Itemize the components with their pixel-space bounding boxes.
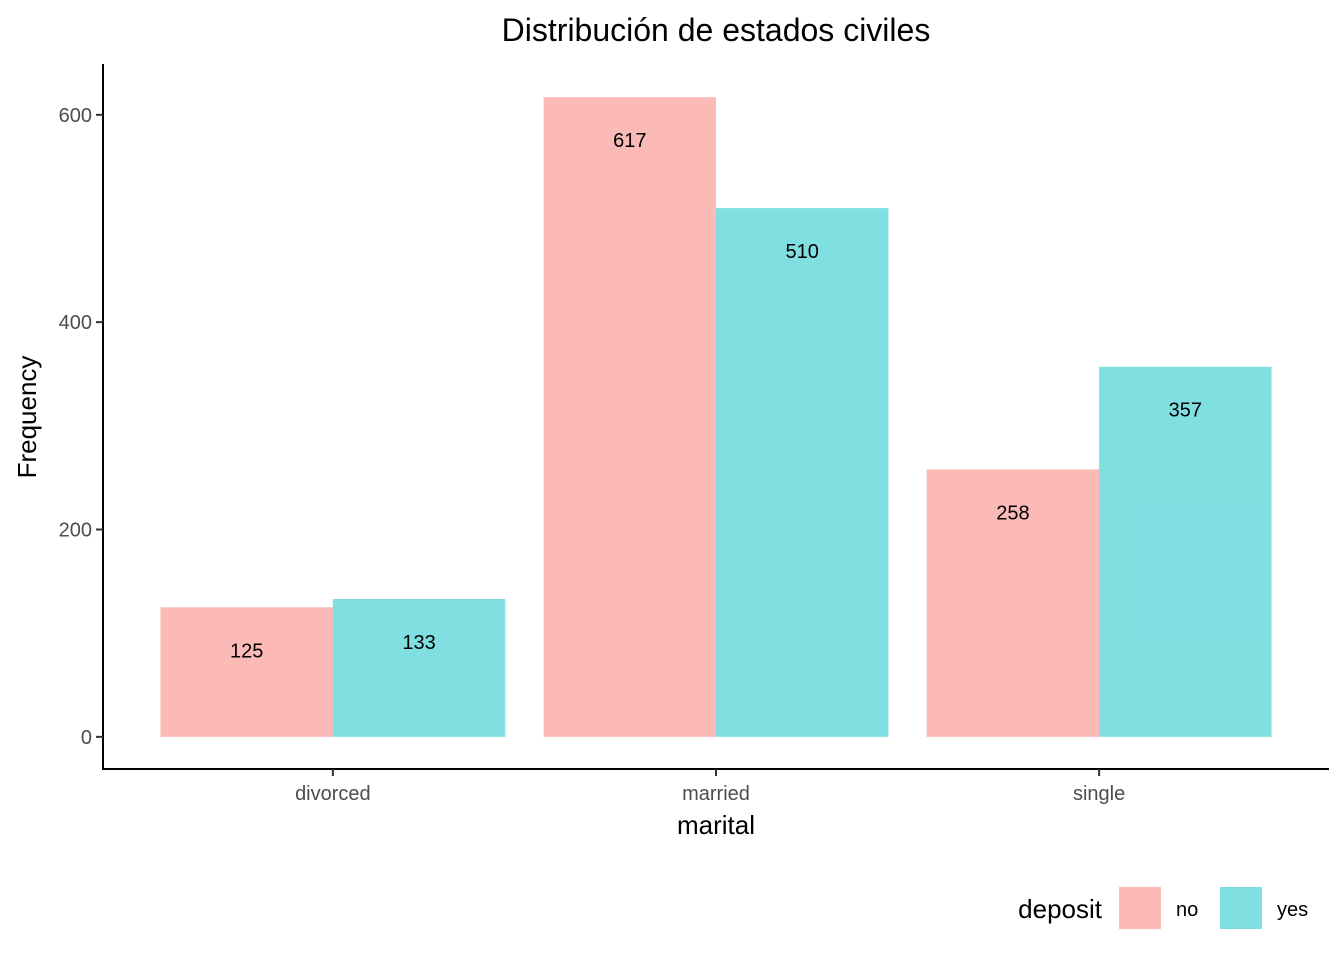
bar-married-no <box>543 97 716 737</box>
x-tick-label-divorced: divorced <box>295 783 371 805</box>
data-label-single-yes: 357 <box>1169 400 1202 422</box>
bar-divorced-yes <box>332 598 506 737</box>
y-axis-ticks: 0 200 400 600 <box>59 105 103 749</box>
bar-single-no <box>926 469 1100 737</box>
x-tick-label-single: single <box>1073 783 1125 805</box>
legend-label-yes: yes <box>1277 899 1308 921</box>
y-tick-label-400: 400 <box>59 312 92 334</box>
legend: deposit no yes <box>1018 887 1308 929</box>
bar-married-yes <box>716 208 889 737</box>
y-axis-title: Frequency <box>12 356 42 479</box>
x-axis-ticks: divorced married single <box>295 769 1125 805</box>
y-tick-label-200: 200 <box>59 520 92 542</box>
bar-divorced-no <box>160 607 333 737</box>
data-label-single-no: 258 <box>996 502 1029 524</box>
x-axis-title: marital <box>677 810 755 840</box>
legend-title: deposit <box>1018 894 1103 924</box>
x-tick-label-married: married <box>682 783 750 805</box>
data-label-married-yes: 510 <box>786 241 819 263</box>
bar-single-yes <box>1099 366 1272 737</box>
data-label-divorced-yes: 133 <box>402 632 435 654</box>
legend-key-yes <box>1220 887 1262 929</box>
chart-title: Distribución de estados civiles <box>502 12 931 48</box>
y-tick-label-600: 600 <box>59 105 92 127</box>
y-tick-label-0: 0 <box>81 727 92 749</box>
data-label-married-no: 617 <box>613 130 646 152</box>
plot-area: 125 133 617 510 258 357 <box>160 97 1272 737</box>
data-label-divorced-no: 125 <box>230 640 263 662</box>
legend-label-no: no <box>1176 899 1198 921</box>
legend-key-no <box>1119 887 1161 929</box>
